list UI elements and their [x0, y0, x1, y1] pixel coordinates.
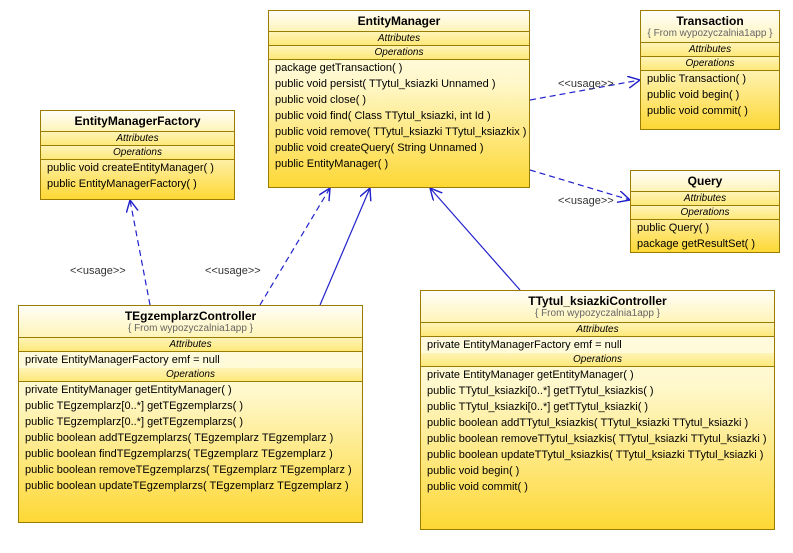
class-from: { From wypozyczalnia1app } [23, 323, 358, 334]
class-name: TEgzemplarzController [23, 309, 358, 323]
operation-row: public boolean removeTTytul_ksiazkis( TT… [421, 431, 774, 447]
operation-row: public TTytul_ksiazki[0..*] getTTytul_ks… [421, 383, 774, 399]
operation-row: public boolean findTEgzemplarzs( TEgzemp… [19, 446, 362, 462]
operation-row: public EntityManagerFactory( ) [41, 176, 234, 192]
attributes-label: Attributes [269, 32, 529, 46]
operations-label: Operations [421, 353, 774, 367]
operation-row: public void commit( ) [421, 479, 774, 495]
class-title: EntityManagerFactory [41, 111, 234, 132]
class-title: TTytul_ksiazkiController { From wypozycz… [421, 291, 774, 323]
operation-row: public Query( ) [631, 220, 779, 236]
attributes-label: Attributes [41, 132, 234, 146]
class-entitymanagerfactory: EntityManagerFactory Attributes Operatio… [40, 110, 235, 200]
operation-row: public EntityManager( ) [269, 156, 529, 172]
operation-row: public Transaction( ) [641, 71, 779, 87]
operation-row: package getTransaction( ) [269, 60, 529, 76]
operation-row: public void remove( TTytul_ksiazki TTytu… [269, 124, 529, 140]
operation-row: public void close( ) [269, 92, 529, 108]
operation-row: public void begin( ) [641, 87, 779, 103]
attributes-label: Attributes [421, 323, 774, 337]
operation-row: public boolean updateTTytul_ksiazkis( TT… [421, 447, 774, 463]
attributes-label: Attributes [19, 338, 362, 352]
usage-label: <<usage>> [558, 78, 614, 90]
operation-row: private EntityManager getEntityManager( … [421, 367, 774, 383]
operation-row: public boolean updateTEgzemplarzs( TEgze… [19, 478, 362, 494]
class-tegzemplarzcontroller: TEgzemplarzController { From wypozyczaln… [18, 305, 363, 523]
class-from: { From wypozyczalnia1app } [425, 308, 770, 319]
usage-label: <<usage>> [205, 265, 261, 277]
operation-row: public void createEntityManager( ) [41, 160, 234, 176]
operation-row: public TEgzemplarz[0..*] getTEgzemplarzs… [19, 398, 362, 414]
class-entitymanager: EntityManager Attributes Operations pack… [268, 10, 530, 188]
operations-label: Operations [41, 146, 234, 160]
operation-row: public boolean removeTEgzemplarzs( TEgze… [19, 462, 362, 478]
operation-row: public void persist( TTytul_ksiazki Unna… [269, 76, 529, 92]
operation-row: package getResultSet( ) [631, 236, 779, 252]
class-transaction: Transaction { From wypozyczalnia1app } A… [640, 10, 780, 130]
class-title: EntityManager [269, 11, 529, 32]
operations-label: Operations [641, 57, 779, 71]
operation-row: public TEgzemplarz[0..*] getTEgzemplarzs… [19, 414, 362, 430]
usage-label: <<usage>> [70, 265, 126, 277]
operation-row: public void find( Class TTytul_ksiazki, … [269, 108, 529, 124]
operations-label: Operations [631, 206, 779, 220]
operation-row: public TTytul_ksiazki[0..*] getTTytul_ks… [421, 399, 774, 415]
class-name: TTytul_ksiazkiController [425, 294, 770, 308]
operation-row: public boolean addTTytul_ksiazkis( TTytu… [421, 415, 774, 431]
class-title: TEgzemplarzController { From wypozyczaln… [19, 306, 362, 338]
class-ttytulksiazkicontroller: TTytul_ksiazkiController { From wypozycz… [420, 290, 775, 530]
usage-label: <<usage>> [558, 195, 614, 207]
class-title: Transaction { From wypozyczalnia1app } [641, 11, 779, 43]
class-from: { From wypozyczalnia1app } [645, 28, 775, 39]
attribute-row: private EntityManagerFactory emf = null [19, 352, 362, 368]
operations-label: Operations [19, 368, 362, 382]
class-name: Transaction [645, 14, 775, 28]
class-query: Query Attributes Operations public Query… [630, 170, 780, 253]
attributes-label: Attributes [641, 43, 779, 57]
operation-row: public boolean addTEgzemplarzs( TEgzempl… [19, 430, 362, 446]
operation-row: public void begin( ) [421, 463, 774, 479]
operation-row: public void commit( ) [641, 103, 779, 119]
operation-row: public void createQuery( String Unnamed … [269, 140, 529, 156]
operations-label: Operations [269, 46, 529, 60]
operation-row: private EntityManager getEntityManager( … [19, 382, 362, 398]
class-title: Query [631, 171, 779, 192]
attribute-row: private EntityManagerFactory emf = null [421, 337, 774, 353]
attributes-label: Attributes [631, 192, 779, 206]
